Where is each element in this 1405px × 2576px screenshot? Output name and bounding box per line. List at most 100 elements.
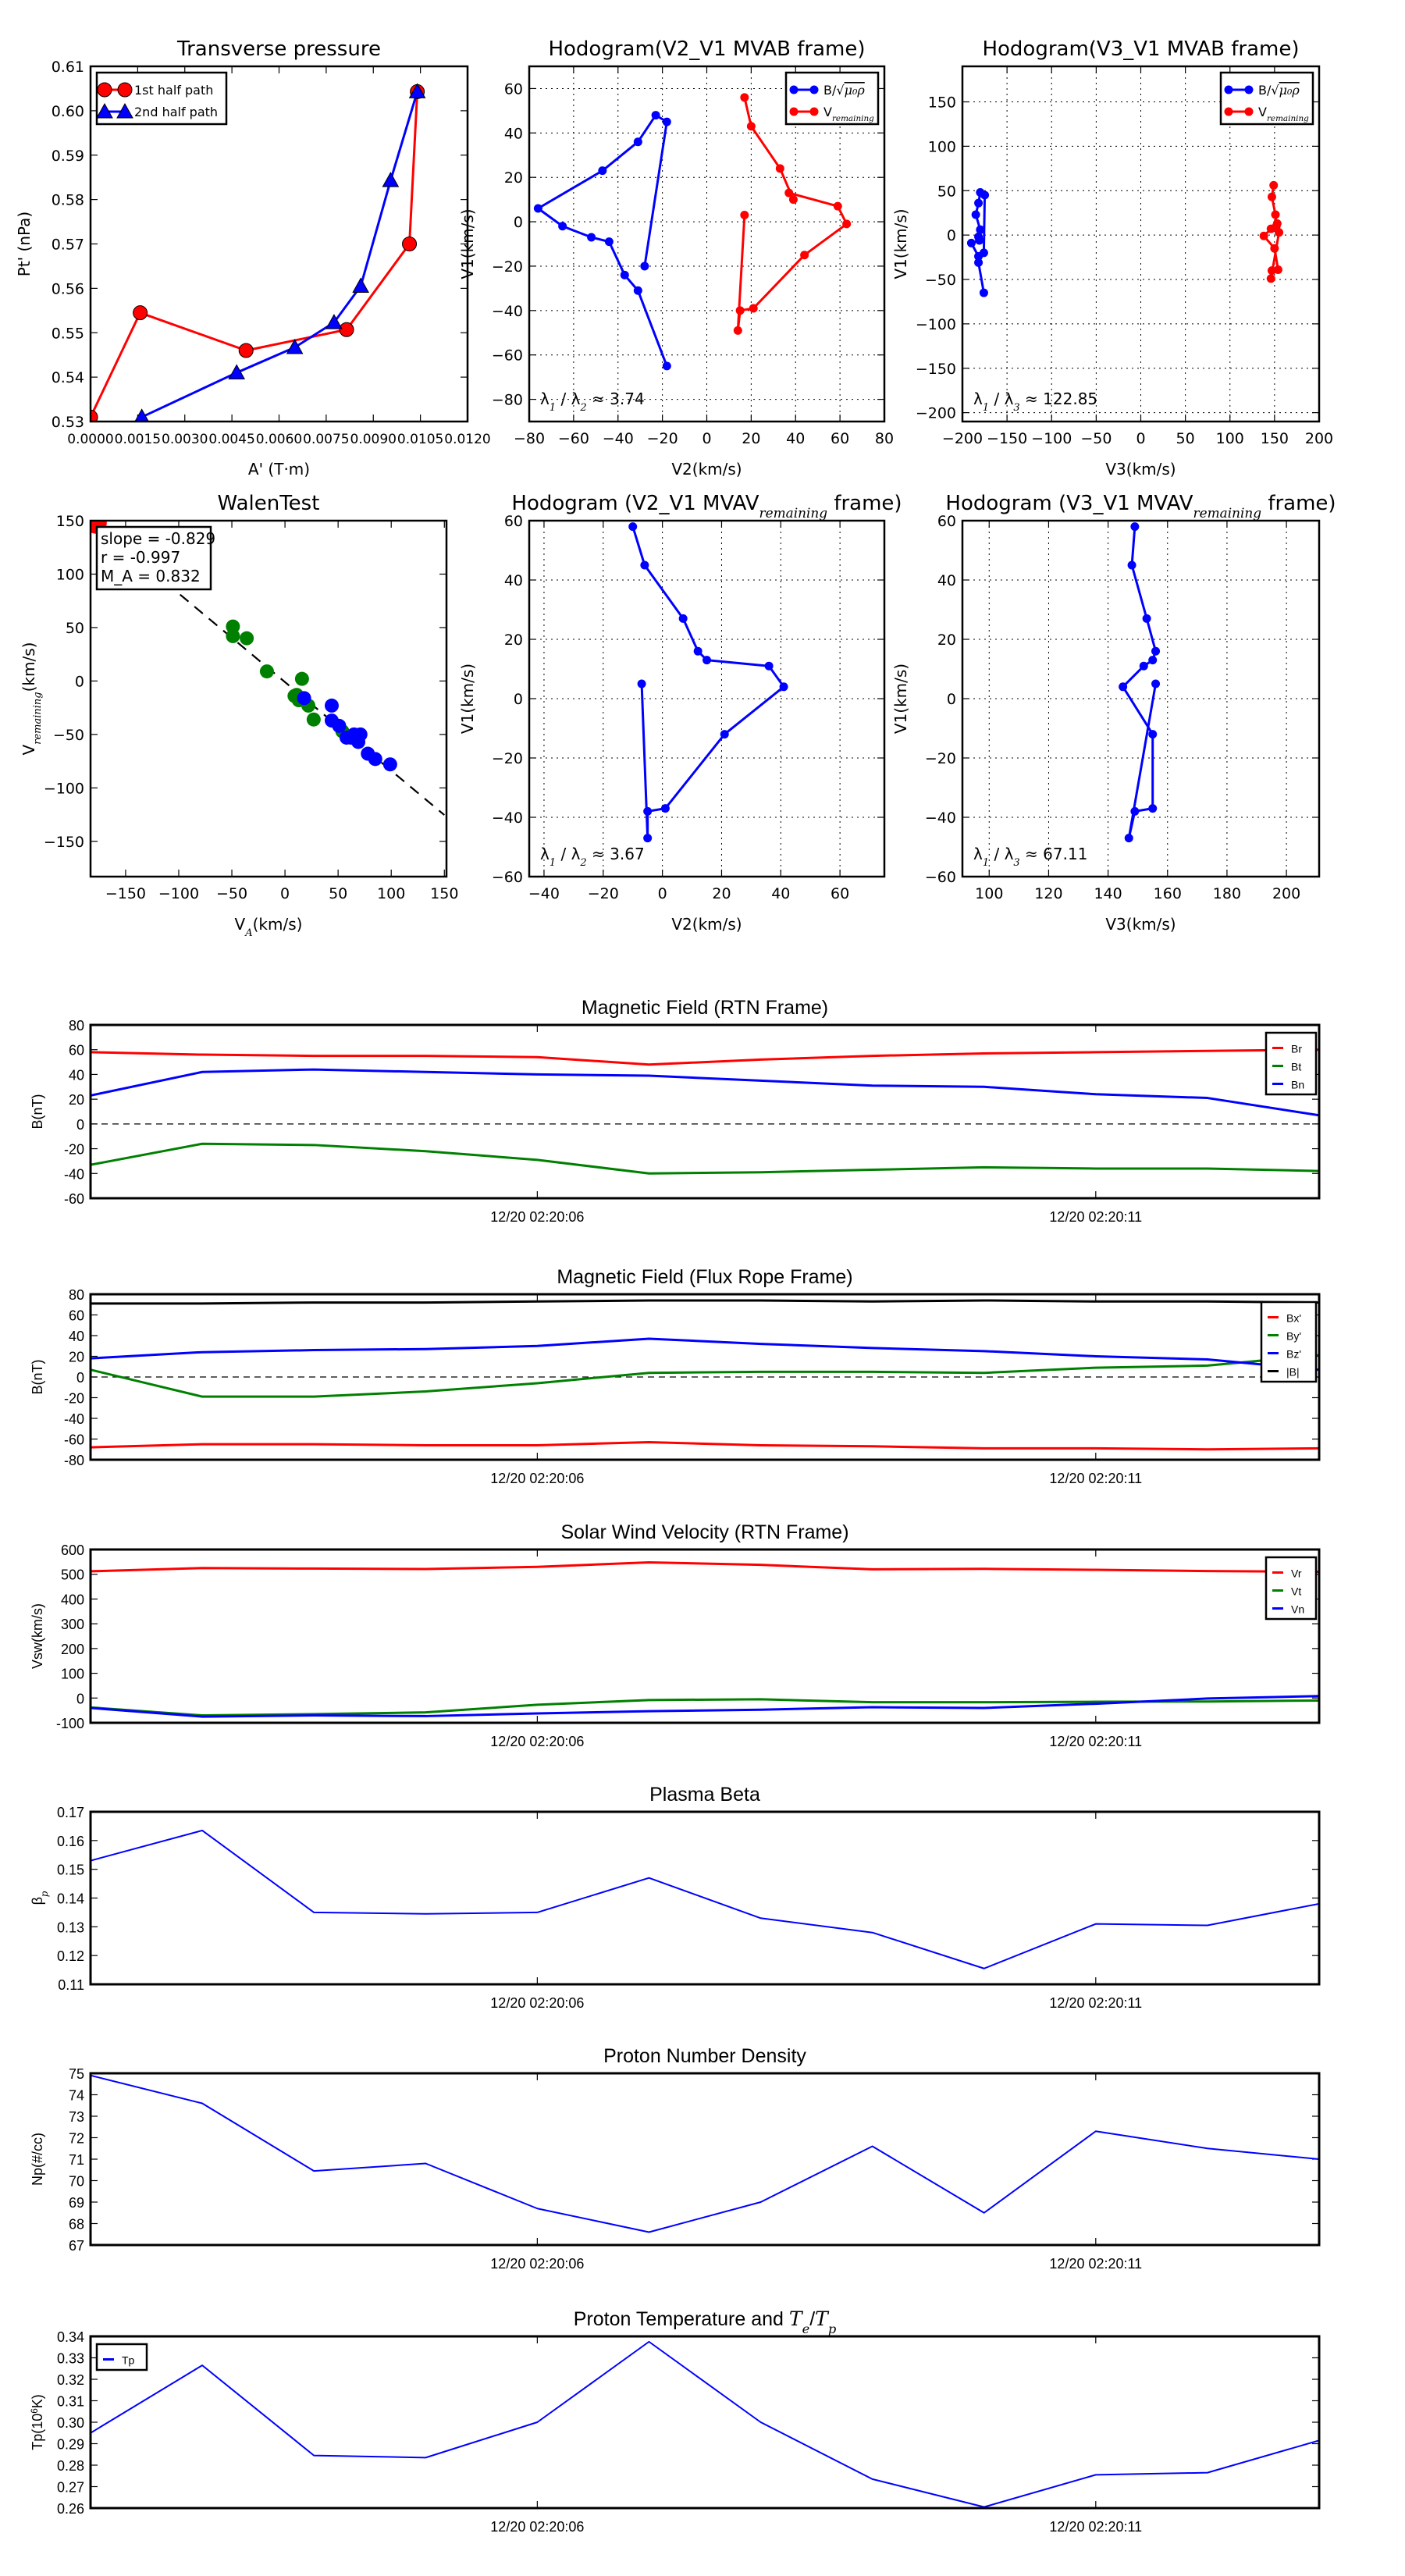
- hodogram-v3v1-mvab-series-1-point: [1266, 274, 1275, 283]
- hodogram-v2v1-mvab-chart: Hodogram(V2_V1 MVAB frame) −80 −60 −40 −20 0 2…: [458, 37, 894, 479]
- walen-test-series-0-point: [226, 628, 240, 643]
- x-tick-label: −40: [528, 885, 560, 902]
- x-tick-label: 12/20 02:20:11: [1049, 1471, 1142, 1486]
- y-tick-label: −40: [492, 303, 523, 320]
- transverse-pressure-series-1-point: [228, 364, 246, 379]
- hodogram-v2v1-mvab-series-1-line: [736, 97, 848, 332]
- x-tick-label: 0: [702, 430, 711, 447]
- hodogram-v3v1-mvab-series-1-point: [1271, 210, 1280, 219]
- y-tick-label: −200: [916, 405, 956, 422]
- legend: Tp: [95, 2343, 148, 2371]
- y-tick-label: 69: [69, 2195, 84, 2211]
- y-tick-label: 0.55: [52, 325, 84, 342]
- chart-title: WalenTest: [218, 492, 320, 515]
- y-tick-label: 71: [69, 2152, 84, 2168]
- y-tick-label: -100: [56, 1716, 84, 1731]
- y-tick-label: 73: [69, 2109, 84, 2125]
- y-tick-label: 500: [61, 1567, 84, 1583]
- y-tick-label: −60: [925, 869, 956, 886]
- eigenvalue-ratio-annotation: λ1 / λ3 ≈ 67.11: [973, 845, 1087, 869]
- walen-test-series-0-point: [294, 671, 309, 686]
- text-part: 1: [550, 402, 556, 414]
- y-tick-label: -20: [64, 1142, 84, 1158]
- plot-area: [91, 1829, 1319, 1969]
- eigenvalue-ratio-annotation: λ1 / λ3 ≈ 122.85: [973, 390, 1097, 414]
- y-tick-label: −150: [916, 361, 956, 378]
- hodogram-v2v1-mvab-series-0-point: [587, 233, 596, 242]
- x-tick-label: 100: [1216, 430, 1244, 447]
- legend-marker: [789, 107, 799, 116]
- x-tick-label: 12/20 02:20:11: [1049, 1995, 1142, 2011]
- y-tick-label: 0: [947, 691, 956, 708]
- hodogram-v2v1-mvab-series-0-point: [662, 117, 671, 126]
- y-tick-label: -80: [64, 1453, 84, 1468]
- axes-frame: [89, 1810, 1321, 1986]
- y-tick-label: −20: [492, 750, 523, 767]
- magnetic-field-flux-rope-series-3-line: [91, 1299, 1319, 1305]
- transverse-pressure-series-0-point: [402, 237, 418, 251]
- x-tick-label: 50: [329, 885, 347, 902]
- axes-frame: [89, 1293, 1321, 1461]
- text-part: λ: [973, 390, 983, 408]
- hodogram-v3v1-mvav-series-0-point: [1130, 522, 1140, 532]
- y-tick-label: 0.34: [57, 2329, 84, 2345]
- walen-test-series-0-point: [226, 619, 240, 634]
- plot-area: [628, 522, 788, 843]
- y-tick-label: 300: [61, 1617, 84, 1632]
- y-tick-label: 0.11: [58, 1977, 84, 1993]
- hodogram-v3v1-mvab-series-1-point: [1272, 222, 1281, 231]
- x-tick-label: 0.0105: [397, 432, 443, 447]
- x-tick-label: 0: [280, 885, 290, 902]
- y-tick-label: 40: [69, 1329, 84, 1344]
- x-tick-label: −50: [216, 885, 247, 902]
- x-tick-label: 100: [975, 885, 1003, 902]
- x-tick-label: −60: [558, 430, 589, 447]
- legend-label: Vt: [1291, 1585, 1301, 1598]
- y-tick-label: 20: [504, 169, 523, 187]
- axes-frame: [89, 1548, 1321, 1724]
- hodogram-v2v1-mvab-series-1-point: [800, 251, 809, 260]
- y-tick-label: 72: [69, 2131, 84, 2147]
- transverse-pressure-series-0-point: [238, 343, 254, 358]
- hodogram-v3v1-mvab-series-1-point: [1259, 231, 1268, 240]
- y-tick-label: 0.56: [52, 280, 84, 297]
- y-axis-label: Pt' (nPa): [15, 212, 34, 276]
- axes-frame: [961, 65, 1321, 423]
- legend-label: |B|: [1286, 1366, 1300, 1379]
- text-part: remaining: [832, 114, 874, 123]
- hodogram-v2v1-mvab-series-1-point: [746, 122, 756, 131]
- y-tick-label: 0.31: [57, 2394, 84, 2410]
- stats-line: r = -0.997: [101, 548, 180, 567]
- magnetic-field-rtn-series-0-line: [91, 1048, 1319, 1066]
- legend-entry: Vr: [1272, 1567, 1302, 1580]
- text-part: Hodogram (V2_V1 MVAV: [511, 492, 759, 515]
- text-part: Hodogram (V3_V1 MVAV: [945, 492, 1193, 515]
- y-tick-label: 0.29: [57, 2437, 84, 2453]
- y-tick-label: 100: [928, 138, 956, 155]
- hodogram-v2v1-mvab-series-1-point: [740, 211, 749, 220]
- x-tick-label: −20: [647, 430, 678, 447]
- x-tick-label: 200: [1305, 430, 1333, 447]
- hodogram-v2v1-mvab-series-0-point: [620, 270, 629, 279]
- y-tick-label: 150: [928, 94, 956, 112]
- y-axis-label: B(nT): [30, 1094, 45, 1130]
- text-part: 2: [579, 857, 586, 869]
- y-tick-label: 100: [56, 566, 84, 583]
- x-tick-label: −100: [158, 885, 199, 902]
- text-part: T: [815, 2307, 830, 2330]
- x-tick-label: 0: [658, 885, 667, 902]
- text-part: remaining: [759, 505, 828, 521]
- legend-box: [1219, 71, 1314, 126]
- y-tick-label: 60: [69, 1308, 84, 1324]
- text-part: 10: [30, 2414, 45, 2429]
- legend-entry: 2nd half path: [96, 102, 218, 119]
- eigenvalue-ratio-annotation: λ1 / λ2 ≈ 3.74: [540, 390, 645, 414]
- hodogram-v3v1-mvav-series-0-point: [1148, 730, 1158, 739]
- legend-label: Vn: [1291, 1603, 1304, 1616]
- text-part: Tp(: [30, 2429, 45, 2450]
- hodogram-v2v1-mvab-series-1-point: [749, 304, 758, 313]
- plasma-beta-chart: Plasma Beta 12/20 02:20:06 12/20 02:20:11 0…: [30, 1784, 1321, 2011]
- y-tick-label: 40: [69, 1067, 84, 1083]
